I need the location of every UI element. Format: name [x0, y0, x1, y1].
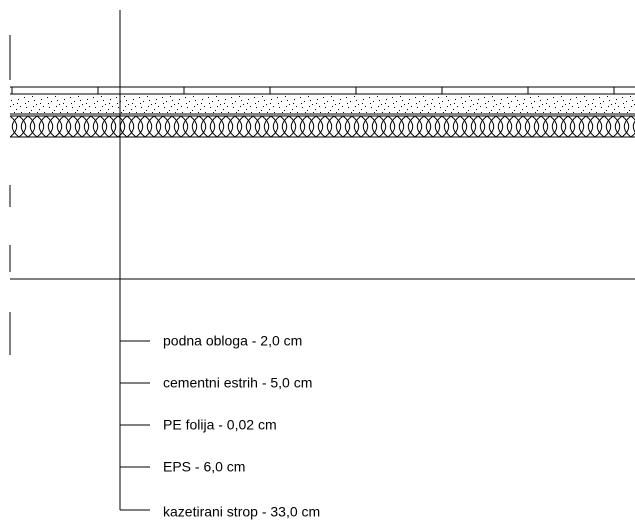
layer-label: podna obloga - 2,0 cm: [163, 333, 302, 349]
layer-label: cementni estrih - 5,0 cm: [163, 375, 312, 391]
eps: [10, 116, 635, 137]
covering-joints: [11, 87, 615, 94]
layer-label: kazetirani strop - 33,0 cm: [163, 504, 320, 520]
screed: [10, 94, 635, 114]
labels: podna obloga - 2,0 cm cementni estrih - …: [163, 333, 320, 520]
layer-label: EPS - 6,0 cm: [163, 459, 245, 475]
layers: [10, 86, 635, 280]
leader: [119, 10, 150, 511]
layer-label: PE folija - 0,02 cm: [163, 417, 277, 433]
